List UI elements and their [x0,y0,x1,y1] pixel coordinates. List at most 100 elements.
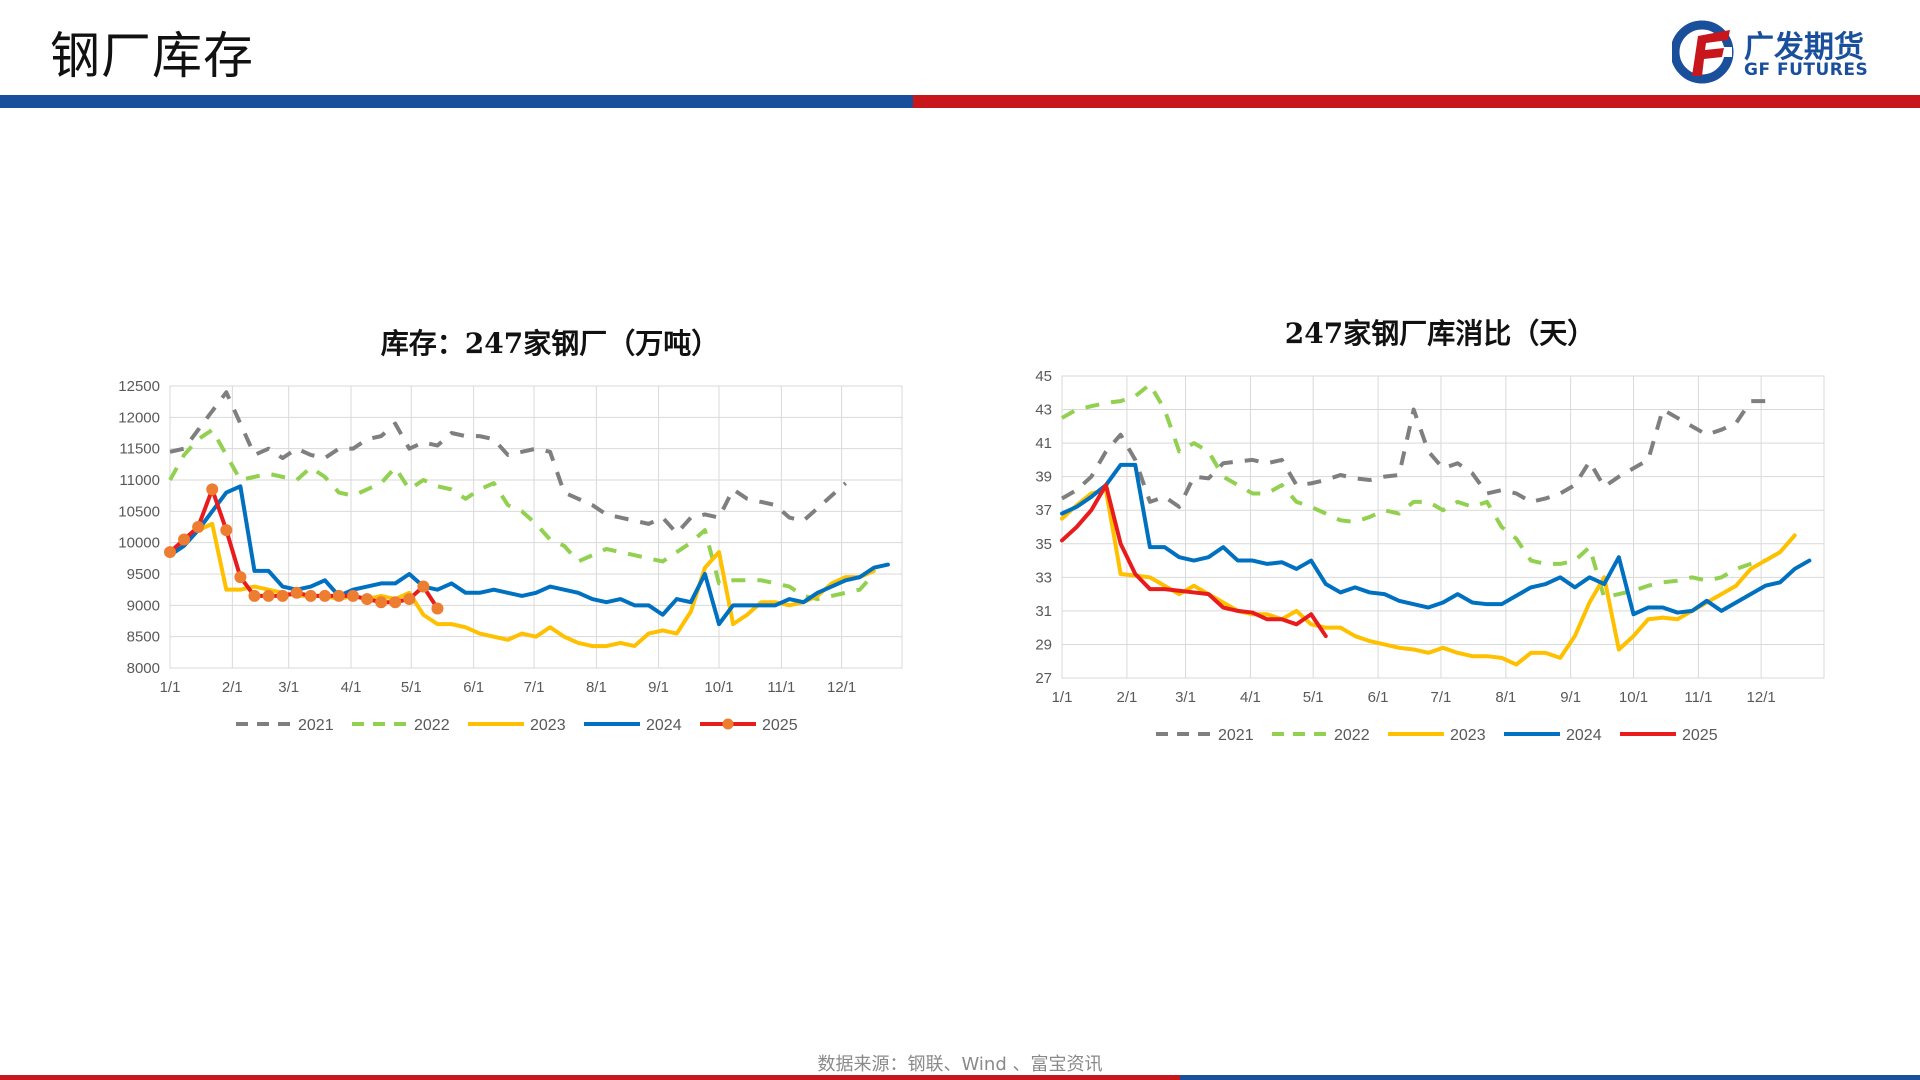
legend-item-2022: 2022 [1272,727,1370,744]
legend-label: 2021 [298,717,334,734]
footer-band-red [0,1075,1180,1080]
data-point-2025 [220,524,233,537]
data-point-2025 [234,571,247,584]
y-tick-label: 8000 [127,660,160,677]
legend-label: 2022 [1334,727,1370,744]
x-tick-label: 7/1 [524,679,545,696]
x-tick-label: 2/1 [222,679,243,696]
x-tick-label: 1/1 [1052,689,1073,706]
data-point-2025 [389,596,402,609]
legend-item-2024: 2024 [1504,727,1602,744]
data-point-2025 [206,483,219,496]
series-line-2024 [168,484,890,627]
x-tick-label: 10/1 [704,679,733,696]
header-band-blue [0,95,913,108]
header-band-red [913,95,1920,108]
y-tick-label: 9500 [127,566,160,583]
data-point-2025 [375,596,388,609]
y-tick-label: 12000 [118,409,160,426]
legend-item-2024: 2024 [584,717,682,734]
gf-logo-icon [1672,20,1734,84]
data-point-2025 [332,589,345,602]
x-tick-label: 6/1 [463,679,484,696]
legend-item-2021: 2021 [1156,727,1254,744]
y-tick-label: 12500 [118,378,160,395]
data-point-2025 [361,593,374,606]
y-tick-label: 33 [1035,569,1052,586]
y-tick-label: 10500 [118,503,160,520]
series-line-2024 [1060,462,1812,617]
series-line-2021 [169,390,848,536]
x-tick-label: 8/1 [1495,689,1516,706]
y-tick-label: 9000 [127,597,160,614]
chart-title-inventory: 库存：247家钢厂（万吨） [380,327,720,360]
chart-title-ratio: 247家钢厂库消比（天） [1284,317,1596,350]
y-tick-label: 27 [1035,670,1052,687]
legend-item-2022: 2022 [352,717,450,734]
inventory-chart: 8000 8500 9000 9500 10000 10500 11000 11500 1200… [118,378,903,734]
legend-marker [722,718,734,730]
y-tick-label: 11000 [119,472,160,489]
series-line-2025 [1060,483,1328,639]
y-tick-label: 43 [1035,402,1052,419]
x-tick-label: 11/1 [767,679,795,696]
x-tick-label: 7/1 [1431,689,1452,706]
legend-label: 2025 [762,717,798,734]
x-tick-label: 11/1 [1684,689,1712,706]
x-tick-label: 9/1 [1560,689,1581,706]
y-tick-label: 31 [1035,603,1052,620]
data-point-2025 [276,589,289,602]
legend-label: 2022 [414,717,450,734]
page-title: 钢厂库存 [50,27,254,85]
legend-label: 2023 [1450,727,1486,744]
data-point-2025 [164,546,176,559]
logo-cn-text: 广发期货 [1744,30,1864,65]
x-tick-label: 12/1 [827,679,856,696]
data-point-2025 [431,602,444,615]
x-tick-label: 6/1 [1368,689,1389,706]
data-point-2025 [347,589,359,602]
legend-label: 2021 [1218,727,1254,744]
series-line-2021 [1061,399,1766,509]
x-tick-label: 3/1 [278,679,299,696]
x-tick-label: 10/1 [1619,689,1648,706]
y-tick-label: 35 [1035,536,1052,553]
legend-item-2023: 2023 [1388,727,1486,744]
y-tick-label: 11500 [119,441,160,458]
legend-label: 2024 [1566,727,1602,744]
series-line-2025 [168,487,440,611]
data-point-2025 [304,589,317,602]
data-point-2025 [403,593,416,606]
data-point-2025 [417,580,430,593]
y-tick-label: 8500 [127,629,160,646]
x-tick-label: 5/1 [1303,689,1324,706]
plot-area [1061,375,1825,679]
y-tick-label: 45 [1035,368,1052,385]
legend-label: 2023 [530,717,566,734]
data-point-2025 [192,521,205,533]
data-point-2025 [318,589,331,602]
data-point-2025 [248,589,261,602]
plot-area [169,385,903,669]
x-tick-label: 4/1 [341,679,362,696]
x-tick-label: 4/1 [1240,689,1261,706]
x-tick-label: 9/1 [648,679,669,696]
legend-item-2025: 2025 [1620,727,1718,744]
data-source-note: 数据来源：钢联、Wind 、富宝资讯 [817,1054,1103,1075]
x-tick-label: 2/1 [1116,689,1137,706]
legend-label: 2024 [646,717,682,734]
inventory-consumption-ratio-chart: 27 29 31 33 35 37 39 41 43 45 1/1 2/1 3/1 4/1 5/1 6/1 7/… [1035,368,1825,744]
footer-band-blue [1180,1075,1920,1080]
x-tick-label: 12/1 [1747,689,1776,706]
legend-label: 2025 [1682,727,1718,744]
y-tick-label: 37 [1035,502,1052,519]
legend-item-2023: 2023 [468,717,566,734]
legend-item-2021: 2021 [236,717,334,734]
x-tick-label: 8/1 [586,679,607,696]
y-tick-label: 39 [1035,469,1052,486]
legend-item-2025: 2025 [700,717,798,734]
x-tick-label: 5/1 [401,679,422,696]
data-point-2025 [178,533,191,546]
series-line-2022 [1061,382,1782,600]
y-tick-label: 10000 [118,535,160,552]
